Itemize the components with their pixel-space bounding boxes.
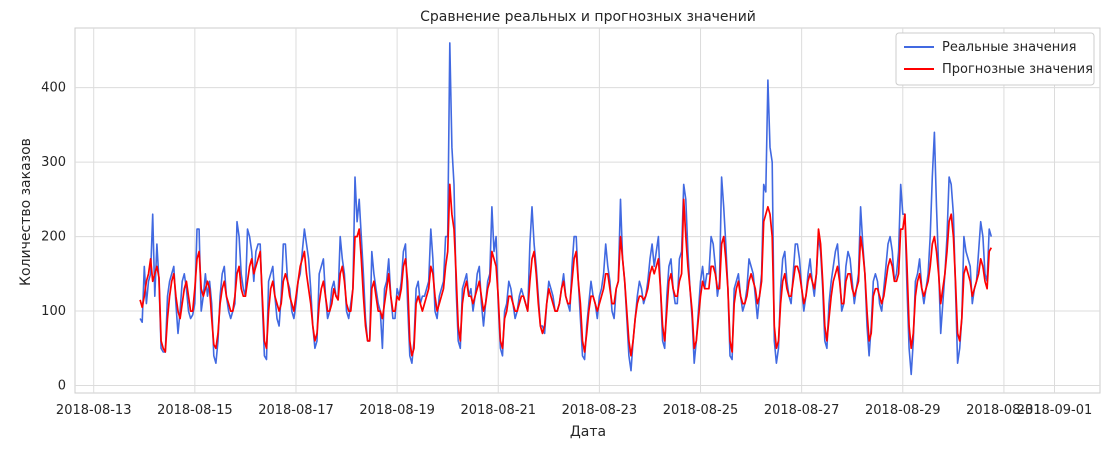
tick-labels: 0 100 200 300 400 2018-08-13 2018-08-15 2018-08…: [41, 81, 1092, 418]
x-tick-label: 2018-08-25: [663, 403, 739, 418]
x-tick-label: 2018-09-01: [1017, 403, 1093, 418]
y-tick-label: 100: [41, 304, 66, 319]
chart-title: Сравнение реальных и прогнозных значений: [420, 9, 756, 25]
x-tick-label: 2018-08-15: [157, 403, 233, 418]
legend-label-forecast: Прогнозные значения: [942, 62, 1093, 77]
x-tick-label: 2018-08-13: [56, 403, 132, 418]
y-tick-label: 300: [41, 155, 66, 170]
legend: Реальные значения Прогнозные значения: [895, 32, 1095, 86]
x-tick-label: 2018-08-21: [460, 403, 536, 418]
x-tick-label: 2018-08-27: [764, 403, 840, 418]
x-axis-label: Дата: [570, 424, 606, 440]
legend-label-actual: Реальные значения: [942, 40, 1077, 55]
x-tick-label: 2018-08-19: [359, 403, 435, 418]
x-tick-label: 2018-08-17: [258, 403, 334, 418]
x-tick-label: 2018-08-29: [865, 403, 941, 418]
x-tick-label: 2018-08-23: [562, 403, 638, 418]
grid: [75, 28, 1100, 393]
y-tick-label: 0: [58, 379, 66, 394]
series-lines: [139, 42, 993, 376]
legend-box: [895, 32, 1095, 86]
series-forecast: [139, 183, 993, 357]
y-tick-label: 200: [41, 230, 66, 245]
y-tick-label: 400: [41, 81, 66, 96]
x-tick-label: 2018-08-31: [966, 403, 1042, 418]
y-axis-label: Количество заказов: [18, 138, 34, 286]
